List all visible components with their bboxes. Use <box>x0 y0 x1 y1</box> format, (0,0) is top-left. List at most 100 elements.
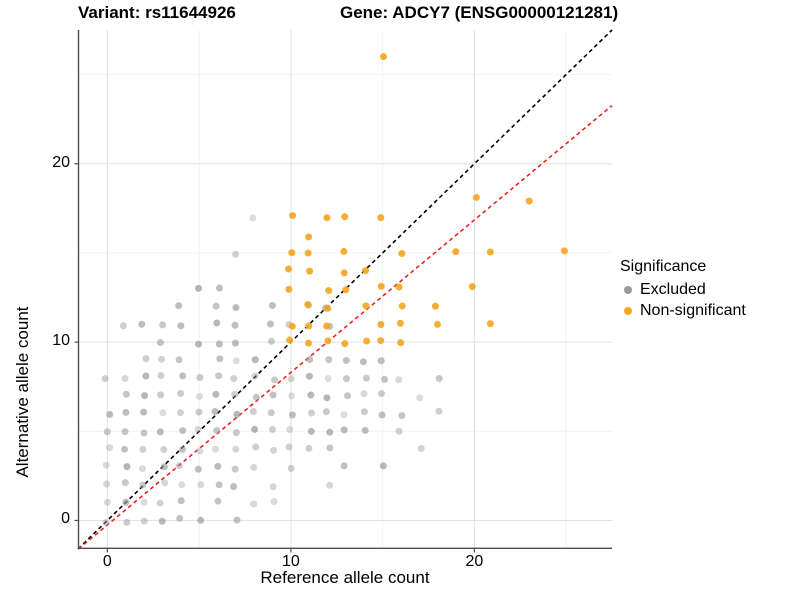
data-point <box>289 212 297 220</box>
data-point <box>231 465 239 473</box>
data-point <box>249 407 257 415</box>
data-point <box>416 394 424 402</box>
data-point <box>342 286 350 294</box>
x-axis-label: Reference allele count <box>260 568 430 587</box>
data-point <box>340 462 348 470</box>
data-point <box>142 355 150 363</box>
data-point <box>322 408 330 416</box>
data-point <box>395 376 403 384</box>
data-point <box>307 427 315 435</box>
x-axis-ticks: 0 10 20 <box>78 551 612 575</box>
data-point <box>156 339 164 347</box>
data-point <box>398 302 406 310</box>
data-point <box>197 481 205 489</box>
data-point <box>324 375 332 383</box>
reference-lines <box>77 29 613 550</box>
data-point <box>178 445 186 453</box>
data-point <box>435 374 443 382</box>
data-point <box>213 319 221 327</box>
data-point <box>305 372 313 380</box>
data-point <box>433 320 441 328</box>
data-point <box>395 283 403 291</box>
data-point <box>121 445 129 453</box>
data-point <box>378 390 386 398</box>
data-point <box>269 483 277 491</box>
data-point <box>231 321 239 329</box>
legend: Significance Excluded Non-significant <box>620 258 795 321</box>
data-point <box>139 445 147 453</box>
data-point <box>213 427 221 435</box>
data-point <box>323 322 331 330</box>
data-point <box>341 213 349 221</box>
data-point <box>359 358 367 366</box>
data-point <box>215 372 223 380</box>
legend-label-excluded: Excluded <box>640 280 706 298</box>
data-point <box>233 410 241 418</box>
data-point <box>194 465 202 473</box>
data-point <box>232 304 240 312</box>
data-point <box>304 339 312 347</box>
data-point <box>121 428 129 436</box>
data-point <box>156 499 164 507</box>
data-point <box>177 409 185 417</box>
data-point <box>324 337 332 345</box>
data-point <box>417 444 425 452</box>
plot-panel <box>74 29 613 553</box>
data-point <box>360 408 368 416</box>
legend-item-excluded[interactable]: Excluded <box>620 279 795 300</box>
data-point <box>452 248 460 256</box>
data-point <box>252 393 260 401</box>
data-point <box>123 518 131 526</box>
data-point <box>287 464 295 472</box>
data-point <box>361 426 369 434</box>
data-point <box>286 336 294 344</box>
data-point <box>159 321 167 329</box>
data-point <box>122 390 130 398</box>
data-point <box>269 425 277 433</box>
data-point <box>363 337 371 345</box>
data-point <box>176 514 184 522</box>
data-point <box>472 193 480 201</box>
data-point <box>307 391 315 399</box>
data-point <box>103 498 111 506</box>
data-point <box>340 269 348 277</box>
data-point <box>304 249 312 257</box>
data-point <box>122 498 130 506</box>
data-point <box>381 375 389 383</box>
data-point <box>326 481 334 489</box>
data-point <box>232 357 240 365</box>
data-point <box>306 267 314 275</box>
data-point <box>159 409 167 417</box>
data-point <box>232 445 240 453</box>
data-point <box>362 374 370 382</box>
data-point <box>196 447 204 455</box>
data-point <box>160 463 168 471</box>
data-point <box>216 355 224 363</box>
data-point <box>377 214 385 222</box>
legend-item-non-significant[interactable]: Non-significant <box>620 300 795 321</box>
data-point <box>196 392 204 400</box>
x-tick-10: 10 <box>281 553 300 570</box>
gene-title: Gene: ADCY7 (ENSG00000121281) <box>340 3 619 22</box>
data-point <box>268 302 276 310</box>
legend-label-non-significant: Non-significant <box>640 301 746 319</box>
data-point <box>525 197 533 205</box>
data-point <box>486 320 494 328</box>
data-point <box>270 497 278 505</box>
data-point <box>231 390 239 398</box>
data-point <box>251 372 259 380</box>
data-point <box>121 374 129 382</box>
legend-dot-excluded-icon <box>620 282 636 298</box>
data-point <box>121 479 129 487</box>
data-point <box>340 411 348 419</box>
data-point <box>560 247 568 255</box>
variant-title: Variant: rs11644926 <box>78 3 236 22</box>
data-point <box>435 407 443 415</box>
data-point <box>232 429 240 437</box>
data-point <box>157 371 165 379</box>
data-point <box>305 322 313 330</box>
data-point <box>140 429 148 437</box>
data-point <box>141 392 149 400</box>
data-point <box>138 465 146 473</box>
data-point <box>325 356 333 364</box>
